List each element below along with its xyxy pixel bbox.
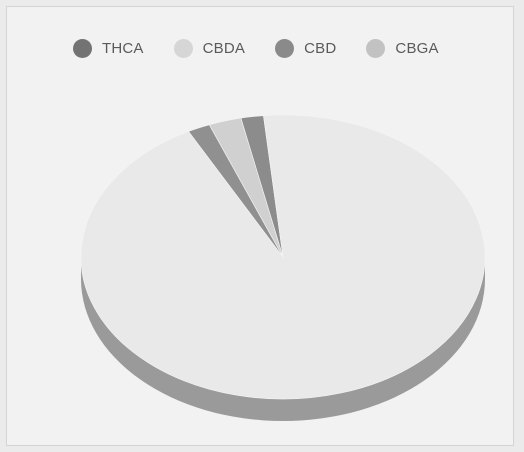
- pie-slice-cbga[interactable]: [208, 117, 284, 258]
- legend-swatch-thca: [73, 39, 92, 58]
- legend-label-cbd: CBD: [304, 40, 337, 57]
- legend-swatch-cbga: [366, 39, 386, 58]
- legend-item-cbda[interactable]: CBDA: [173, 39, 246, 58]
- legend-item-cbga[interactable]: CBGA: [366, 39, 439, 58]
- legend-label-cbda: CBDA: [202, 40, 246, 57]
- legend-swatch-cbd: [275, 39, 295, 58]
- legend-item-thca[interactable]: THCA: [73, 39, 144, 58]
- legend-item-cbd[interactable]: CBD: [275, 39, 336, 58]
- chart-legend: THCA CBDA CBD CBGA: [73, 39, 469, 58]
- legend-swatch-cbda: [173, 39, 193, 58]
- chart-panel: THCA CBDA CBD CBGA: [6, 6, 514, 446]
- legend-label-thca: THCA: [102, 40, 144, 57]
- pie-chart: [80, 114, 486, 421]
- legend-label-cbga: CBGA: [395, 40, 439, 57]
